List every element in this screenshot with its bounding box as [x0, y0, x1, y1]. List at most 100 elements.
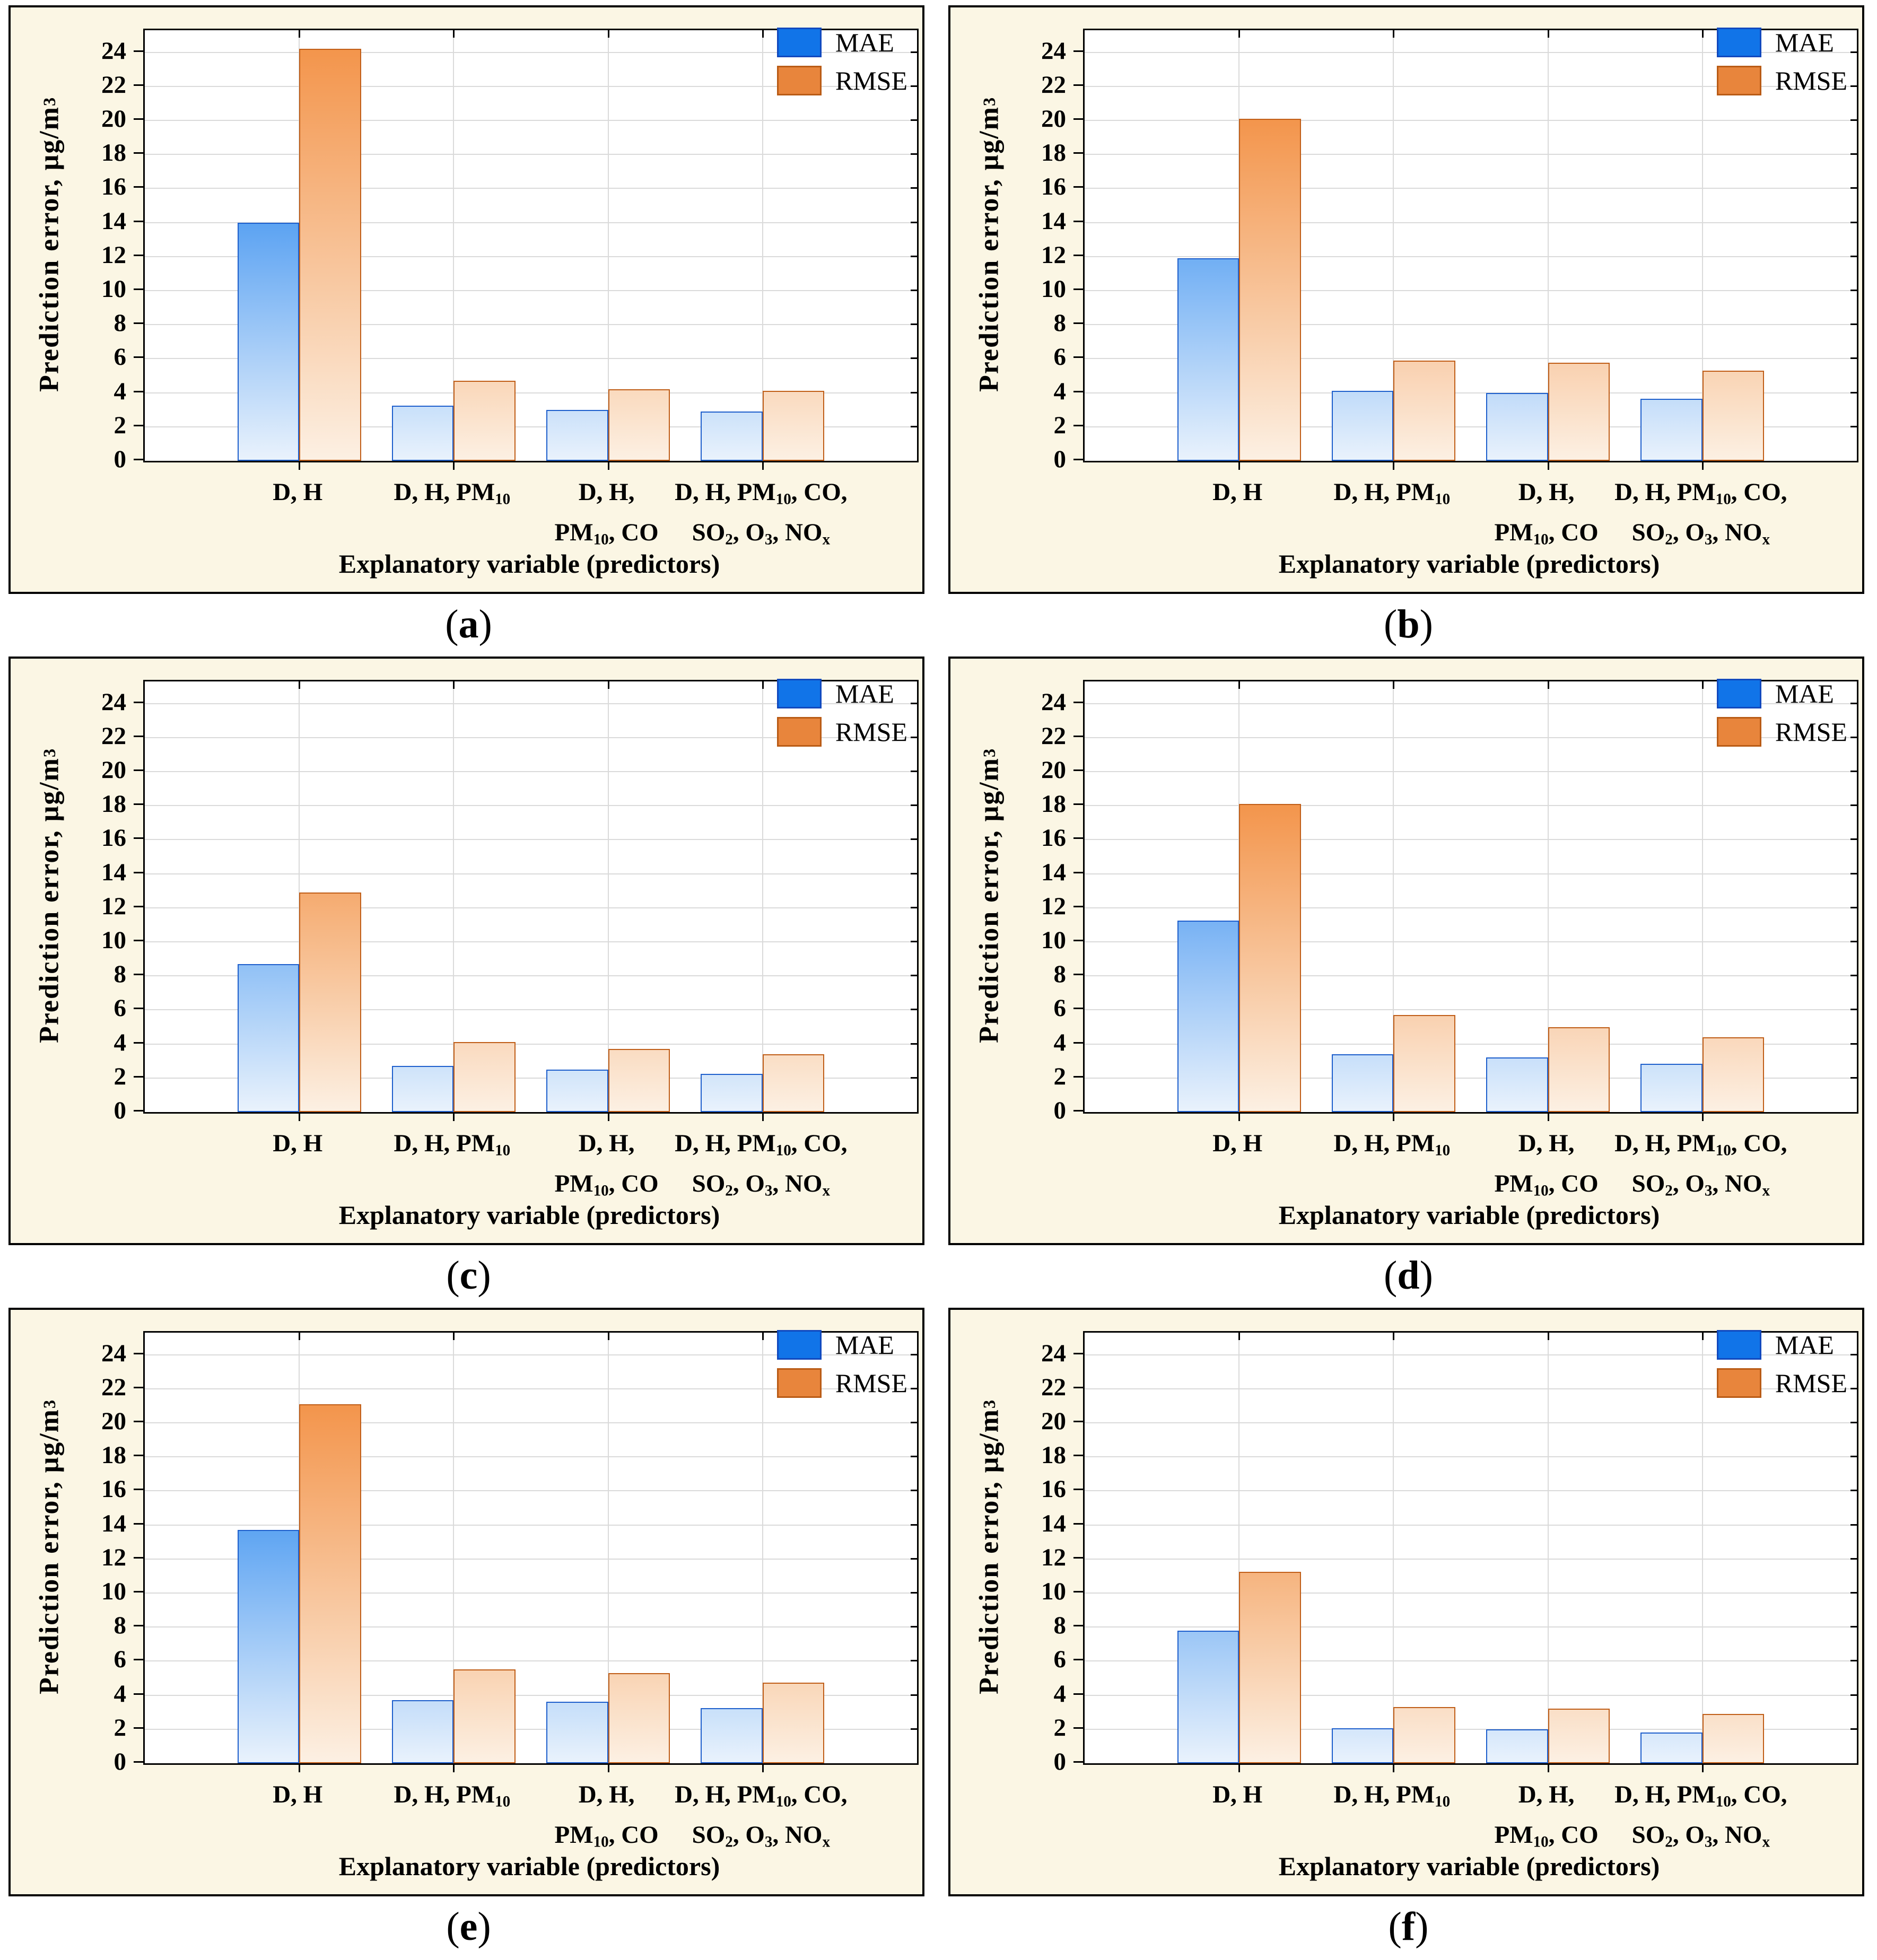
ytick-mark-10 [1073, 940, 1083, 942]
ytick-mark-10 [134, 1591, 143, 1593]
ytick-label-16: 16 [101, 173, 126, 201]
bar-rmse-cat3 [608, 389, 670, 461]
gridline-y-10 [145, 941, 917, 943]
gridline-y-20 [1085, 771, 1857, 773]
xcat-label-3: D, H, PM10, CO [554, 1130, 659, 1200]
rmse-swatch [1716, 66, 1761, 95]
ytick-right-22 [911, 736, 917, 738]
gridline-x-cat4 [762, 681, 763, 1112]
bar-mae-cat1 [1177, 1630, 1239, 1763]
xtick-bottom-cat2 [453, 1765, 455, 1772]
ytick-right-18 [911, 153, 917, 155]
gridline-y-20 [145, 1422, 917, 1424]
ytick-label-2: 2 [114, 411, 127, 439]
ytick-right-12 [1850, 1558, 1857, 1560]
legend-item-rmse: RMSE [776, 1368, 907, 1398]
ytick-right-2 [1850, 1077, 1857, 1079]
xcat-label-4: D, H, PM10, CO, SO2, O3, NOx [675, 1130, 848, 1200]
gridline-y-22 [145, 85, 917, 87]
xtick-top-cat1 [1238, 1333, 1241, 1340]
gridline-y-6 [1085, 1660, 1857, 1662]
gridline-y-18 [145, 154, 917, 155]
panel-background: Prediction error, μg/m 3 0 2 4 6 8 10 12 14 16 18 2… [948, 5, 1864, 594]
bar-mae-cat4 [1640, 398, 1703, 461]
gridline-y-2 [145, 1077, 917, 1079]
gridline-y-10 [145, 1592, 917, 1594]
gridline-x-cat4 [762, 30, 763, 461]
xtick-top-cat4 [762, 681, 764, 689]
ytick-mark-8 [1073, 974, 1083, 976]
xtick-bottom-cat2 [453, 1114, 455, 1121]
bar-mae-cat3 [546, 409, 608, 461]
gridline-y-10 [1085, 1592, 1857, 1594]
gridline-y-20 [145, 120, 917, 121]
ytick-label-4: 4 [114, 1679, 127, 1708]
ytick-label-4: 4 [1053, 377, 1067, 405]
xcat-label-1: D, H [273, 478, 323, 506]
gridline-x-cat3 [607, 681, 609, 1112]
legend: MAE RMSE [776, 1330, 907, 1398]
ytick-label-12: 12 [101, 1543, 126, 1571]
gridline-y-24 [145, 1354, 917, 1355]
ytick-label-16: 16 [101, 1475, 126, 1503]
ytick-right-22 [911, 1387, 917, 1389]
gridline-x-cat2 [453, 30, 455, 461]
ytick-mark-6 [1073, 1659, 1083, 1661]
legend: MAE RMSE [776, 679, 907, 747]
ytick-mark-0 [134, 459, 143, 460]
ytick-label-20: 20 [101, 756, 126, 784]
ytick-right-20 [911, 1422, 917, 1424]
rmse-swatch [776, 1368, 822, 1398]
legend-label-mae: MAE [1775, 1330, 1834, 1360]
gridline-y-4 [1085, 392, 1857, 393]
gridline-y-2 [145, 426, 917, 427]
gridline-x-cat2 [1393, 1333, 1394, 1763]
gridline-y-4 [145, 1694, 917, 1696]
gridline-y-14 [1085, 1524, 1857, 1526]
gridline-y-18 [1085, 1456, 1857, 1458]
ytick-mark-0 [1073, 1110, 1083, 1112]
bar-mae-cat4 [1640, 1732, 1703, 1763]
ytick-label-14: 14 [101, 858, 126, 886]
ytick-mark-4 [1073, 1693, 1083, 1695]
bar-rmse-cat4 [762, 1054, 825, 1112]
gridline-y-24 [1085, 703, 1857, 704]
gridline-y-12 [1085, 1558, 1857, 1560]
ytick-mark-10 [1073, 288, 1083, 291]
ytick-right-2 [1850, 425, 1857, 427]
gridline-y-8 [145, 975, 917, 977]
gridline-y-22 [1085, 1388, 1857, 1389]
xtick-top-cat1 [299, 30, 301, 38]
ytick-mark-20 [1073, 118, 1083, 120]
gridline-y-2 [1085, 1077, 1857, 1079]
ytick-label-14: 14 [1041, 207, 1066, 235]
gridline-y-6 [1085, 1009, 1857, 1011]
panel-background: Prediction error, μg/m 3 0 2 4 6 8 10 12 14 16 18 2… [948, 1308, 1864, 1896]
gridline-y-14 [145, 1524, 917, 1526]
bar-rmse-cat3 [1548, 1027, 1610, 1112]
ytick-right-22 [911, 85, 917, 87]
ytick-right-6 [1850, 357, 1857, 360]
ytick-mark-20 [1073, 769, 1083, 772]
ytick-mark-24 [1073, 701, 1083, 703]
mae-swatch [776, 28, 822, 57]
xtick-top-cat2 [1393, 681, 1395, 689]
legend: MAE RMSE [1716, 679, 1847, 747]
gridline-y-12 [1085, 256, 1857, 257]
xcat-label-1: D, H [273, 1781, 323, 1808]
legend-label-rmse: RMSE [835, 66, 907, 95]
xtick-top-cat2 [453, 1333, 455, 1340]
bar-rmse-cat2 [453, 1042, 516, 1112]
rmse-swatch [776, 717, 822, 747]
ytick-right-16 [1850, 1490, 1857, 1492]
gridline-y-24 [145, 51, 917, 53]
bar-rmse-cat1 [1239, 804, 1301, 1112]
ytick-label-22: 22 [1041, 722, 1066, 750]
xtick-top-cat3 [607, 681, 609, 689]
xtick-top-cat2 [453, 30, 455, 38]
ytick-right-22 [1850, 85, 1857, 87]
gridline-y-24 [1085, 1354, 1857, 1355]
legend-label-mae: MAE [835, 1330, 894, 1360]
bar-mae-cat4 [701, 1708, 763, 1763]
legend-item-rmse: RMSE [1716, 717, 1847, 747]
